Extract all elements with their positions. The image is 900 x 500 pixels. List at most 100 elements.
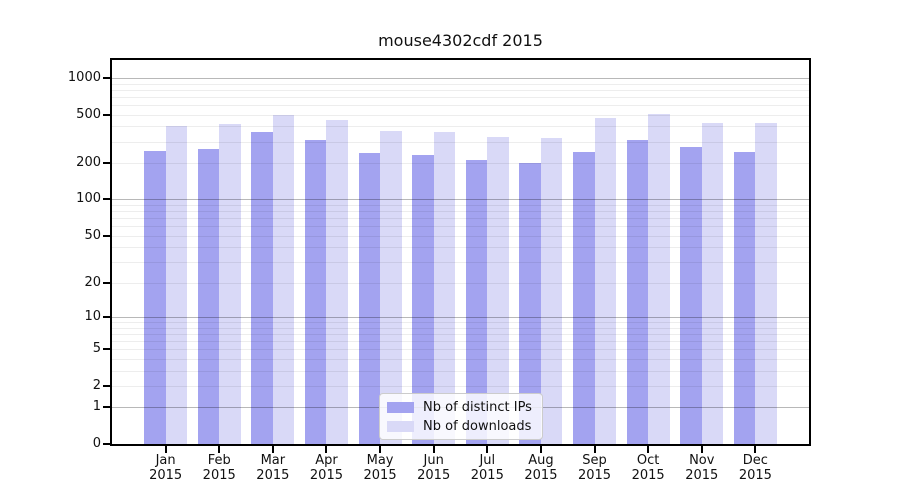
x-tick-label: Aug 2015: [509, 453, 573, 483]
y-tick-mark: [103, 406, 110, 409]
x-tick-label: Jan 2015: [134, 453, 198, 483]
x-tick-mark: [593, 446, 596, 453]
x-tick-label: Dec 2015: [723, 453, 787, 483]
bar-downloads: [701, 122, 724, 444]
bar-distinct-ips: [465, 160, 488, 444]
x-tick-year: 2015: [149, 468, 183, 483]
gridline-major: [112, 77, 809, 79]
x-tick-year: 2015: [470, 468, 504, 483]
y-tick-label: 1000: [67, 69, 101, 85]
chart-title: mouse4302cdf 2015: [378, 31, 543, 50]
x-tick-label: Jul 2015: [455, 453, 519, 483]
x-tick-year: 2015: [631, 468, 665, 483]
bar-downloads: [755, 122, 777, 444]
legend-swatch-distinct-ips-icon: [387, 401, 414, 413]
y-tick-label: 100: [76, 191, 101, 207]
x-tick-month: Nov: [689, 453, 715, 468]
bar-distinct-ips: [519, 163, 541, 444]
x-tick-month: Jan: [155, 453, 176, 468]
bar-distinct-ips: [626, 139, 649, 444]
legend: Nb of distinct IPs Nb of downloads: [379, 393, 543, 440]
x-tick-mark: [218, 446, 221, 453]
legend-swatch-downloads-icon: [387, 420, 414, 432]
x-tick-mark: [700, 446, 703, 453]
x-tick-year: 2015: [256, 468, 290, 483]
x-tick-year: 2015: [417, 468, 451, 483]
bar-distinct-ips: [680, 146, 702, 444]
y-tick-mark: [103, 384, 110, 387]
gridline-minor: [112, 385, 809, 387]
x-tick-label: Feb 2015: [187, 453, 251, 483]
gridline-minor: [112, 96, 809, 98]
bar-downloads: [648, 113, 670, 444]
legend-entry-distinct-ips: Nb of distinct IPs: [387, 399, 534, 415]
gridline-minor: [112, 141, 809, 143]
x-tick-year: 2015: [309, 468, 343, 483]
gridline-minor: [112, 282, 809, 284]
gridline-minor: [112, 340, 809, 342]
x-tick-year: 2015: [363, 468, 397, 483]
gridline-minor: [112, 247, 809, 249]
x-tick-month: Oct: [636, 453, 660, 468]
x-tick-month: Dec: [742, 453, 768, 468]
y-tick-label: 50: [84, 227, 101, 243]
x-tick-mark: [325, 446, 328, 453]
y-tick-mark: [103, 76, 110, 79]
y-tick-label: 200: [76, 155, 101, 170]
x-tick-mark: [271, 446, 274, 453]
x-tick-month: Jun: [423, 453, 444, 468]
y-tick-mark: [103, 443, 110, 445]
x-tick-year: 2015: [524, 468, 558, 483]
x-tick-label: Jun 2015: [402, 453, 466, 483]
y-tick-label: 1: [92, 399, 101, 415]
bar-downloads: [326, 119, 348, 444]
gridline-minor: [112, 204, 809, 206]
x-tick-month: Mar: [260, 453, 286, 468]
y-tick-mark: [103, 348, 110, 351]
bar-distinct-ips: [412, 154, 434, 444]
gridline-minor: [112, 327, 809, 329]
gridline-minor: [112, 114, 809, 116]
gridline-minor: [112, 322, 809, 323]
x-tick-mark: [432, 446, 435, 453]
gridline-minor: [112, 218, 809, 220]
bar-distinct-ips: [573, 152, 595, 444]
gridline-minor: [112, 226, 809, 228]
x-tick-year: 2015: [577, 468, 612, 483]
x-tick-mark: [539, 446, 542, 453]
x-tick-year: 2015: [685, 468, 719, 483]
gridline-minor: [112, 349, 809, 351]
bar-downloads: [380, 130, 402, 444]
bar-distinct-ips: [358, 152, 381, 444]
gridline-minor: [112, 83, 809, 85]
bar-downloads: [594, 118, 617, 444]
x-tick-mark: [647, 446, 650, 453]
x-tick-year: 2015: [202, 468, 236, 483]
x-tick-label: Nov 2015: [670, 453, 734, 483]
plot-area: Nb of distinct IPs Nb of downloads 0 1 2 5 1…: [68, 58, 811, 483]
gridline-minor: [112, 211, 809, 213]
gridline-major: [112, 316, 809, 318]
y-tick-mark: [103, 198, 110, 201]
x-tick-label: Apr 2015: [294, 453, 358, 483]
bar-downloads: [433, 131, 456, 444]
gridline-minor: [112, 89, 809, 91]
x-tick-label: Sep 2015: [563, 453, 627, 483]
x-tick-mark: [486, 446, 489, 453]
bar-downloads: [540, 137, 563, 444]
x-tick-mark: [754, 446, 757, 453]
bar-distinct-ips: [304, 139, 327, 444]
x-tick-month: Feb: [207, 453, 231, 468]
x-tick-label: Oct 2015: [616, 453, 680, 483]
gridline-major: [112, 199, 809, 201]
gridline-minor: [112, 333, 809, 335]
gridline-minor: [112, 163, 809, 164]
gridline-minor: [112, 358, 809, 360]
gridline-minor: [112, 104, 809, 106]
bar-distinct-ips: [251, 131, 273, 444]
x-tick-month: Sep: [582, 453, 607, 468]
y-tick-label: 0: [92, 436, 101, 451]
legend-label-distinct-ips: Nb of distinct IPs: [423, 399, 532, 415]
x-tick-mark: [379, 446, 382, 453]
